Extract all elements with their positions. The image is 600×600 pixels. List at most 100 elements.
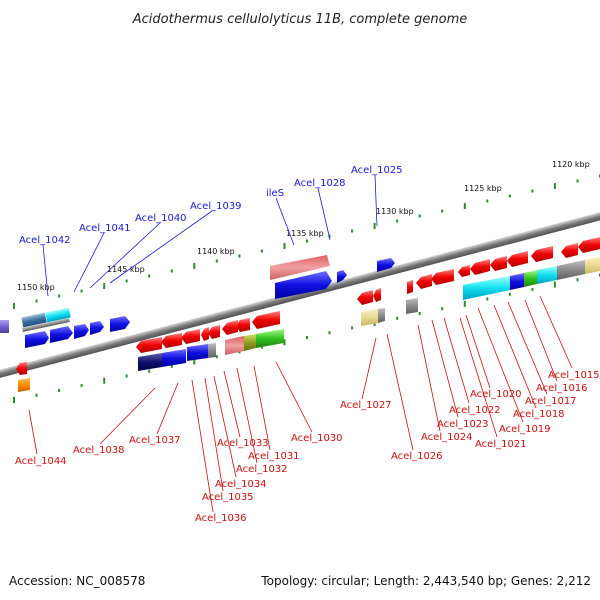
- gene-label-acel-1026[interactable]: Acel_1026: [391, 451, 443, 462]
- category-olive[interactable]: [524, 270, 537, 287]
- category-yellow-1027[interactable]: [361, 309, 378, 326]
- category-blue-1036[interactable]: [162, 349, 186, 367]
- ruler-minor-tick: [125, 279, 128, 283]
- ruler-minor-tick: [486, 199, 489, 203]
- gene-feature-purple[interactable]: [0, 320, 9, 333]
- gene-feature-acel-1025[interactable]: [377, 258, 395, 272]
- gene-feature-acel-1039[interactable]: [110, 316, 130, 332]
- ruler-minor-tick: [306, 239, 308, 243]
- gene-feature-gray-left[interactable]: [22, 318, 70, 332]
- gene-feature-acel-1027[interactable]: [357, 290, 373, 305]
- gene-feature-acel-1041[interactable]: [74, 324, 89, 339]
- gene-feature-acel-1030[interactable]: [252, 311, 280, 329]
- gene-label-acel-1040[interactable]: Acel_1040: [135, 213, 187, 224]
- category-yellow-right[interactable]: [585, 257, 600, 274]
- gene-feature-acel-1044[interactable]: [16, 362, 27, 375]
- ruler-minor-tick: [58, 388, 61, 392]
- gene-feature-acel-1024[interactable]: [407, 280, 413, 294]
- category-pink-1030[interactable]: [225, 336, 244, 355]
- gene-feature-acel-1017[interactable]: [531, 246, 553, 262]
- gene-feature-ileS[interactable]: [275, 271, 332, 299]
- ruler-minor-tick: [260, 345, 263, 349]
- gene-feature-acel-1019[interactable]: [490, 256, 507, 271]
- category-gray-1033[interactable]: [208, 343, 216, 358]
- gene-feature-cyan-left[interactable]: [45, 307, 71, 323]
- topology-text: Topology: circular; Length: 2,443,540 bp…: [260, 574, 591, 588]
- gene-feature-acel-1021[interactable]: [458, 265, 470, 277]
- gene-feature-acel-1037[interactable]: [136, 337, 162, 353]
- gene-feature-acel-1016[interactable]: [561, 243, 578, 258]
- gene-label-acel-1041[interactable]: Acel_1041: [79, 223, 131, 234]
- category-gray-1026[interactable]: [378, 308, 385, 323]
- category-cyan[interactable]: [463, 276, 510, 300]
- gene-feature-steel[interactable]: [21, 312, 47, 328]
- gene-label-acel-1044[interactable]: Acel_1044: [15, 456, 67, 467]
- gene-feature-acel-1015[interactable]: [578, 237, 600, 253]
- gene-label-acel-1022[interactable]: Acel_1022: [449, 405, 501, 416]
- gene-label-acel-1034[interactable]: Acel_1034: [215, 479, 267, 490]
- gene-label-acel-1018[interactable]: Acel_1018: [513, 409, 565, 420]
- tick-label-1125kbp: 1125 kbp: [464, 184, 502, 193]
- forward-gene-labels: Acel_1025 Acel_1028 ileS Acel_1039 Acel_…: [19, 165, 403, 246]
- gene-label-acel-1016[interactable]: Acel_1016: [536, 383, 588, 394]
- ruler-major-tick: [103, 283, 106, 289]
- gene-feature-acel-1022[interactable]: [431, 269, 454, 285]
- gene-feature-ileS-pink[interactable]: [270, 255, 330, 280]
- gene-label-acel-1027[interactable]: Acel_1027: [340, 400, 392, 411]
- gene-feature-acel-1026[interactable]: [373, 288, 381, 302]
- gene-feature-acel-1032[interactable]: [222, 320, 238, 335]
- gene-feature-acel-1035[interactable]: [181, 329, 200, 344]
- ruler-major-tick: [103, 377, 106, 384]
- gene-feature-acel-1034[interactable]: [201, 327, 209, 341]
- category-gray-right[interactable]: [557, 260, 585, 280]
- gene-feature-acel-1033[interactable]: [208, 325, 220, 339]
- ruler-minor-tick: [396, 316, 399, 320]
- gene-label-acel-1023[interactable]: Acel_1023: [437, 419, 489, 430]
- gene-label-acel-1017[interactable]: Acel_1017: [525, 396, 577, 407]
- category-blue-small[interactable]: [510, 273, 524, 290]
- category-gray-1024[interactable]: [406, 298, 418, 314]
- ruler-minor-tick: [441, 307, 444, 311]
- gene-feature-acel-1031[interactable]: [236, 318, 250, 332]
- category-olive-1030[interactable]: [244, 334, 256, 351]
- gene-label-acel-1037[interactable]: Acel_1037: [129, 435, 181, 446]
- ruler-major-tick: [463, 300, 466, 307]
- gene-label-acel-1032[interactable]: Acel_1032: [236, 464, 288, 475]
- forward-gene-features: [0, 255, 395, 348]
- gene-label-acel-1028[interactable]: Acel_1028: [294, 178, 346, 189]
- forward-leader-lines: [42, 174, 378, 297]
- gene-label-acel-1015[interactable]: Acel_1015: [548, 370, 600, 381]
- gene-feature-acel-1023[interactable]: [416, 274, 432, 289]
- gene-feature-acel-1044-orange[interactable]: [18, 378, 30, 392]
- gene-label-acel-1042[interactable]: Acel_1042: [19, 235, 71, 246]
- gene-label-acel-1033[interactable]: Acel_1033: [217, 438, 269, 449]
- ruler-minor-tick: [35, 299, 38, 303]
- gene-label-acel-1019[interactable]: Acel_1019: [499, 424, 551, 435]
- gene-feature-acel-1028[interactable]: [337, 270, 347, 283]
- gene-feature-acel-1042b[interactable]: [25, 331, 49, 348]
- gene-feature-acel-1042[interactable]: [50, 326, 73, 343]
- gene-label-acel-1035[interactable]: Acel_1035: [202, 492, 254, 503]
- ruler-major-tick: [283, 339, 286, 346]
- ruler-major-tick: [463, 203, 466, 209]
- gene-label-acel-1024[interactable]: Acel_1024: [421, 432, 473, 443]
- gene-feature-acel-1036[interactable]: [161, 333, 182, 348]
- gene-label-ileS[interactable]: ileS: [266, 188, 284, 199]
- gene-label-acel-1021[interactable]: Acel_1021: [475, 439, 527, 450]
- gene-label-acel-1030[interactable]: Acel_1030: [291, 433, 343, 444]
- category-navy-1038[interactable]: [138, 353, 162, 371]
- category-blue-1034[interactable]: [187, 344, 208, 361]
- gene-label-acel-1031[interactable]: Acel_1031: [248, 451, 300, 462]
- gene-label-acel-1036[interactable]: Acel_1036: [195, 513, 247, 524]
- category-cyan-right[interactable]: [537, 266, 557, 284]
- accession-text: Accession: NC_008578: [9, 574, 145, 588]
- gene-feature-acel-1020[interactable]: [470, 259, 490, 275]
- gene-label-acel-1039[interactable]: Acel_1039: [190, 201, 242, 212]
- category-green-1030[interactable]: [256, 329, 284, 348]
- reverse-gene-features: [16, 237, 600, 392]
- gene-label-acel-1025[interactable]: Acel_1025: [351, 165, 403, 176]
- gene-label-acel-1020[interactable]: Acel_1020: [470, 389, 522, 400]
- gene-label-acel-1038[interactable]: Acel_1038: [73, 445, 125, 456]
- gene-feature-acel-1040[interactable]: [90, 321, 104, 335]
- gene-feature-acel-1018[interactable]: [507, 251, 528, 267]
